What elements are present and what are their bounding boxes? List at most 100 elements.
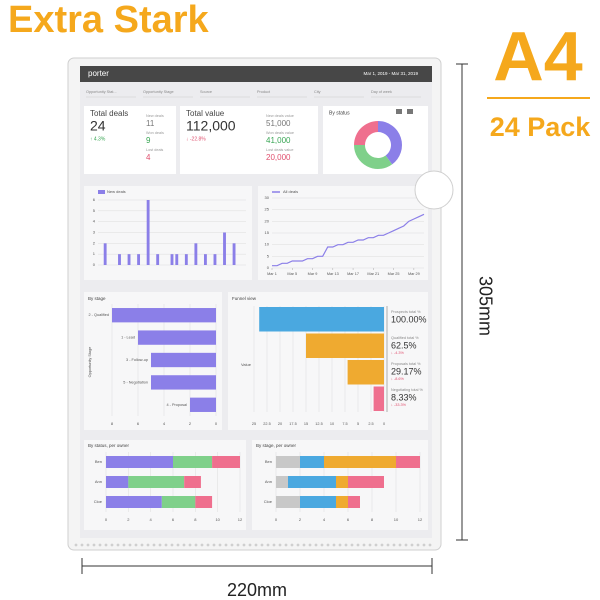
x-tick-label: 17.5: [289, 422, 296, 426]
x-tick-label: 8: [194, 517, 197, 522]
bar: [190, 397, 216, 412]
x-tick-label: Mar 21: [367, 272, 379, 276]
kpi-card: [84, 106, 176, 174]
chart-title: By stage: [88, 296, 106, 301]
kpi-sub-value: 11: [146, 119, 155, 128]
pack-label: 24 Pack: [490, 112, 592, 142]
x-tick-label: 4: [323, 517, 326, 522]
x-tick-label: 6: [137, 421, 140, 426]
punch-hole: [386, 543, 390, 547]
width-label: 220mm: [227, 580, 287, 600]
kpi-sub-value: 4: [146, 153, 151, 162]
punch-hole: [404, 543, 408, 547]
bar-segment: [106, 496, 162, 508]
punch-hole: [284, 543, 288, 547]
bar: [118, 254, 121, 265]
bar: [232, 243, 236, 265]
y-tick-label: 20: [265, 218, 270, 223]
category-label: Ben: [95, 459, 102, 464]
kpi-value: 8.33%: [391, 392, 417, 402]
y-tick-label: 2: [93, 240, 96, 245]
bar-segment: [106, 476, 129, 488]
legend-swatch: [98, 190, 105, 194]
punch-hole: [308, 543, 312, 547]
category-label: 4 - Proposal: [167, 403, 188, 407]
bar: [146, 200, 150, 265]
bar-segment: [348, 476, 384, 488]
punch-hole: [110, 543, 114, 547]
punch-hole: [158, 543, 162, 547]
punch-hole: [206, 543, 210, 547]
y-tick-label: 0: [267, 265, 270, 270]
kpi-sub-label: Lost deals value: [266, 148, 293, 152]
kpi-sub-label: New deals value: [266, 114, 294, 118]
category-label: 5 - Negotiation: [123, 380, 148, 384]
icon: [407, 109, 413, 114]
kpi-sub-value: 20,000: [266, 153, 291, 162]
punch-hole: [230, 543, 234, 547]
x-tick-label: Mar 17: [347, 272, 359, 276]
x-tick-label: 12.5: [315, 422, 322, 426]
punch-hole: [314, 543, 318, 547]
punch-hole: [104, 543, 108, 547]
bar-segment: [288, 476, 336, 488]
category-label: Ben: [265, 459, 272, 464]
bar: [223, 232, 226, 265]
filter: Opportunity Stat...: [86, 90, 117, 94]
category-label: Cloe: [264, 499, 273, 504]
x-tick-label: 4: [150, 517, 153, 522]
bar: [156, 254, 160, 265]
punch-hole: [272, 543, 276, 547]
category-label: Cloe: [94, 499, 103, 504]
bar: [112, 308, 216, 323]
punch-hole: [74, 543, 78, 547]
kpi-title: Total value: [186, 109, 225, 118]
bar-segment: [396, 456, 420, 468]
bar-segment: [324, 456, 396, 468]
funnel-bar: [306, 333, 384, 358]
kpi-sub-label: Won deals value: [266, 131, 294, 135]
height-label: 305mm: [475, 276, 495, 336]
punch-hole: [152, 543, 156, 547]
funnel-bar: [373, 386, 384, 411]
bar-segment: [336, 496, 348, 508]
y-tick-label: 0: [93, 262, 96, 267]
kpi-sub-value: 51,000: [266, 119, 291, 128]
icon: [396, 109, 402, 114]
x-tick-label: Mar 9: [308, 272, 318, 276]
punch-hole: [164, 543, 168, 547]
punch-hole: [98, 543, 102, 547]
kpi-change: ↓ -33.3%: [391, 403, 407, 407]
kpi-sub-label: Won deals: [146, 131, 164, 135]
y-tick-label: 5: [267, 253, 270, 258]
kpi-label: Qualified total %: [391, 336, 419, 340]
category-label: 3 - Follow-up: [126, 358, 148, 362]
x-tick-label: Mar 5: [287, 272, 297, 276]
x-tick-label: 2: [189, 421, 192, 426]
punch-hole: [350, 543, 354, 547]
bar: [138, 330, 216, 345]
x-tick-label: 10: [330, 422, 334, 426]
category-label: Ann: [265, 479, 272, 484]
kpi-change: ↑ 4.3%: [90, 136, 106, 142]
bar: [151, 352, 216, 368]
bar: [127, 254, 131, 265]
x-tick-label: 4: [163, 421, 166, 426]
kpi-value: 24: [90, 118, 106, 134]
punch-hole: [218, 543, 222, 547]
bar: [137, 254, 141, 265]
y-tick-label: 10: [265, 242, 270, 247]
punch-hole: [170, 543, 174, 547]
x-tick-label: 10: [215, 517, 220, 522]
funnel-bar: [347, 360, 384, 385]
category-label: 2 - Qualified: [89, 313, 109, 317]
bar-segment: [348, 496, 360, 508]
punch-hole: [200, 543, 204, 547]
filter: Opportunity Stage: [143, 90, 174, 94]
punch-hole: [188, 543, 192, 547]
bar-segment: [128, 476, 185, 488]
bar-segment: [300, 456, 324, 468]
y-tick-label: 1: [93, 251, 96, 256]
kpi-label: Proposals total %: [391, 362, 421, 366]
kpi-label: Negotiating total %: [391, 388, 423, 392]
